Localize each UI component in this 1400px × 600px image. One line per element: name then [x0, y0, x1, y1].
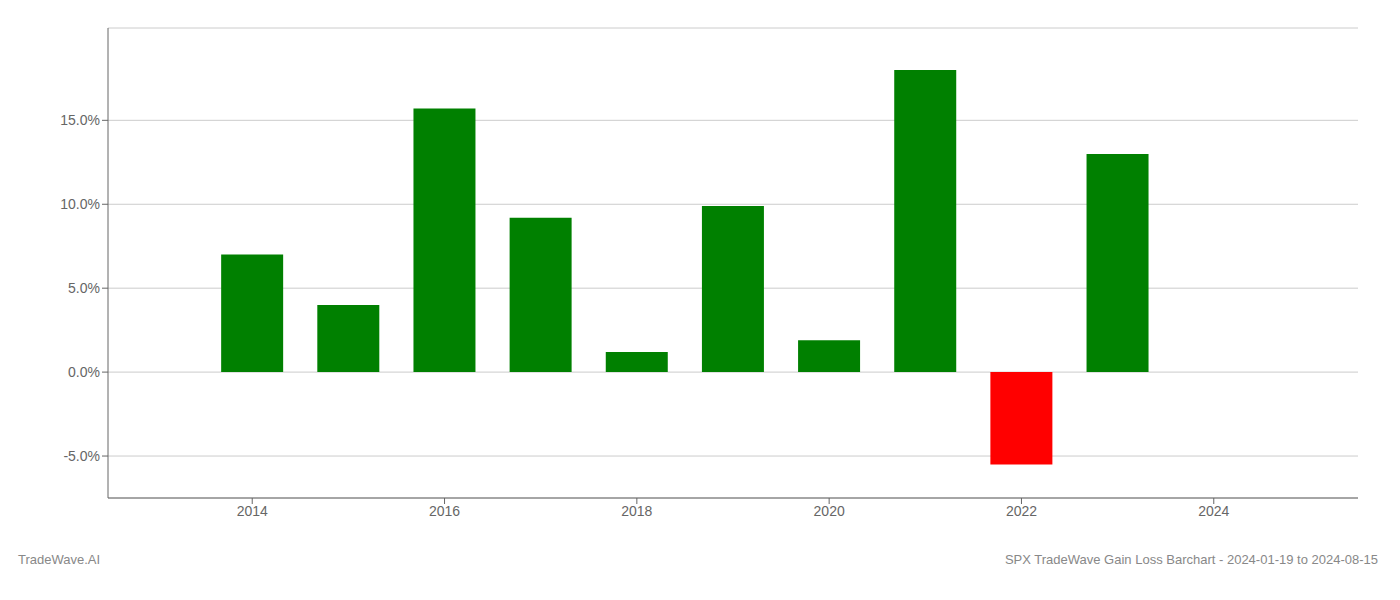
svg-text:10.0%: 10.0%: [60, 196, 100, 212]
svg-text:0.0%: 0.0%: [68, 364, 100, 380]
html-text:TradeWave.AI: TradeWave.AI: [18, 552, 101, 567]
svg-text:2016: 2016: [429, 503, 460, 519]
svg-text:2020: 2020: [814, 503, 845, 519]
svg-text:15.0%: 15.0%: [60, 112, 100, 128]
svg-text:-5.0%: -5.0%: [63, 448, 100, 464]
svg-text:2018: 2018: [621, 503, 652, 519]
svg-text:2024: 2024: [1198, 503, 1229, 519]
svg-text:5.0%: 5.0%: [68, 280, 100, 296]
html-text:SPX TradeWave Gain Loss Barcha: SPX TradeWave Gain Loss Barchart - 2024-…: [1004, 552, 1378, 567]
svg-text:2022: 2022: [1006, 503, 1037, 519]
svg-text:2014: 2014: [237, 503, 268, 519]
